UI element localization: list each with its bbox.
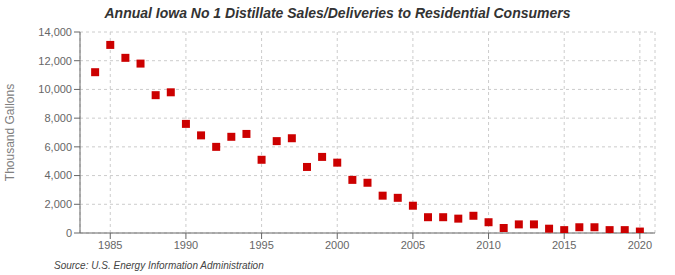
svg-text:6,000: 6,000	[44, 141, 72, 153]
svg-text:2005: 2005	[401, 239, 425, 251]
svg-text:2000: 2000	[325, 239, 349, 251]
svg-text:2,000: 2,000	[44, 198, 72, 210]
svg-text:10,000: 10,000	[38, 83, 72, 95]
svg-text:12,000: 12,000	[38, 55, 72, 67]
html-text:Source: U.S. Energy Informatio: Source: U.S. Energy Information Administ…	[54, 260, 264, 271]
svg-text:2010: 2010	[476, 239, 500, 251]
svg-text:2020: 2020	[628, 239, 652, 251]
svg-text:1985: 1985	[98, 239, 122, 251]
html-text:Annual Iowa No 1 Distillate Sa: Annual Iowa No 1 Distillate Sales/Delive…	[104, 5, 571, 21]
svg-text:4,000: 4,000	[44, 169, 72, 181]
svg-text:0: 0	[66, 227, 72, 239]
svg-text:8,000: 8,000	[44, 112, 72, 124]
svg-text:1995: 1995	[249, 239, 273, 251]
svg-text:1990: 1990	[174, 239, 198, 251]
svg-text:2015: 2015	[552, 239, 576, 251]
svg-text:14,000: 14,000	[38, 26, 72, 38]
svg-text:Thousand Gallons: Thousand Gallons	[8, 84, 17, 181]
